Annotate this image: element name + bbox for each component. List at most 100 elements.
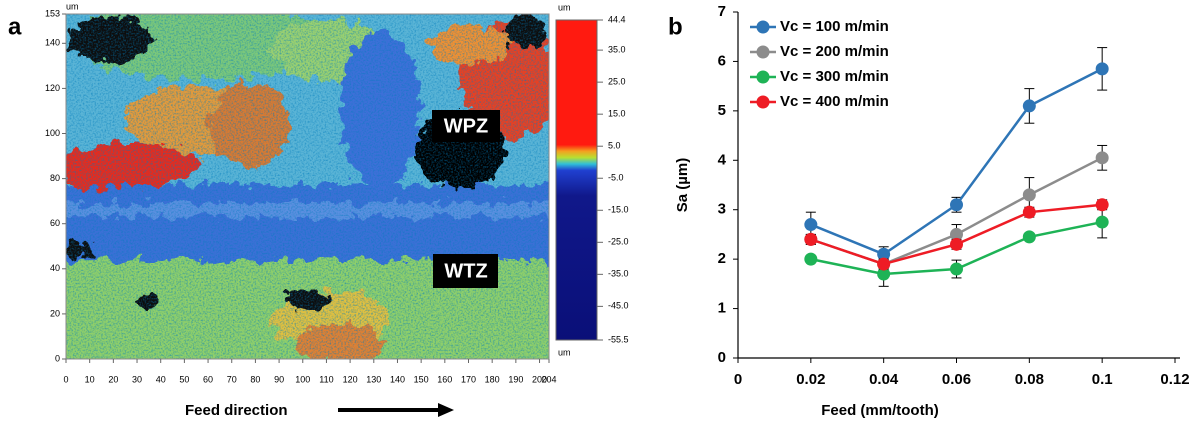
y-tick-label: 0 [718,349,726,366]
y-tick-label: 120 [45,83,60,93]
y-tick-label: 4 [718,151,727,168]
point [950,227,963,241]
y-tick-label: 100 [45,128,60,138]
point [1022,205,1036,219]
point [1022,188,1036,202]
y-tick-label: 153 [45,8,60,18]
point [950,198,963,212]
point [1095,215,1109,229]
x-tick-label: 0.1 [1092,371,1113,388]
x-tick-label: 100 [295,374,310,384]
y-tick-label: 1 [718,300,726,317]
point [877,247,891,261]
colorbar [555,19,598,341]
y-tick-label: 2 [718,250,726,267]
colorbar-tick-label: -55.5 [608,334,629,344]
point [804,232,818,246]
x-axis-title: Feed (mm/tooth) [821,402,939,419]
point [1022,230,1036,244]
x-axis-title: Feed direction [185,402,288,419]
annotation: WPZ [444,115,488,137]
x-tick-label: 150 [414,374,429,384]
x-tick-label: 0.06 [942,371,971,388]
x-tick-label: 0.02 [796,371,825,388]
colorbar-tick-label: 15.0 [608,109,626,119]
annotation-box [432,110,500,142]
x-tick-label: 0.04 [869,371,899,388]
y-tick-label: 0 [55,353,60,363]
legend-marker [756,20,770,34]
annotation-box [433,254,498,288]
point [877,257,891,271]
x-tick-label: 0.12 [1160,371,1189,388]
x-tick-label: 160 [437,374,452,384]
colorbar-tick-label: -15.0 [608,205,629,215]
y-axis-unit: um [66,1,79,11]
x-tick-label: 190 [508,374,523,384]
x-tick-label: 140 [390,374,405,384]
colorbar-tick-label: -5.0 [608,173,624,183]
panel-label: a [8,13,22,40]
x-tick-label: 50 [179,374,189,384]
legend-label: Vc = 100 m/min [780,18,889,35]
x-tick-label: 30 [132,374,142,384]
point [1095,62,1109,76]
legend-label: Vc = 400 m/min [780,93,889,110]
x-tick-label: 204 [541,374,556,384]
y-tick-label: 7 [718,3,726,20]
colorbar-tick-label: 5.0 [608,141,621,151]
x-tick-label: 10 [85,374,95,384]
colorbar-tick-label: 35.0 [608,44,626,54]
panel-label: b [668,13,683,40]
y-tick-label: 20 [50,308,60,318]
legend-label: Vc = 200 m/min [780,43,889,60]
x-tick-label: 170 [461,374,476,384]
arrow-head [438,403,454,417]
point [1095,151,1109,165]
legend-label: Vc = 300 m/min [780,68,889,85]
point [804,218,818,232]
x-tick-label: 40 [156,374,166,384]
x-tick-label: 180 [485,374,500,384]
y-tick-label: 60 [50,218,60,228]
x-tick-label: 0.08 [1015,371,1044,388]
point [950,237,963,251]
y-tick-label: 5 [718,102,726,119]
colorbar-tick-label: -45.0 [608,301,629,311]
x-tick-label: 120 [343,374,358,384]
colorbar-tick-label: -35.0 [608,269,629,279]
y-tick-label: 40 [50,263,60,273]
legend-marker [756,70,770,84]
point [1095,198,1109,212]
colorbar-tick-label: 44.4 [608,14,626,24]
point [804,252,818,266]
x-tick-label: 80 [250,374,260,384]
x-tick-label: 0 [734,371,742,388]
annotation: WTZ [444,260,487,282]
colorbar-tick-label: -25.0 [608,237,629,247]
y-tick-label: 3 [718,201,726,218]
x-tick-label: 20 [108,374,118,384]
x-tick-label: 200 [532,374,547,384]
legend-marker [756,95,770,109]
colorbar-unit: um [558,347,571,357]
point [950,262,963,276]
colorbar-tick-label: 25.0 [608,77,626,87]
x-tick-label: 0 [63,374,68,384]
y-tick-label: 140 [45,38,60,48]
y-tick-label: 6 [718,52,726,69]
x-tick-label: 70 [227,374,237,384]
y-tick-label: 80 [50,173,60,183]
colorbar-unit: um [558,2,571,12]
x-tick-label: 130 [366,374,381,384]
point [877,267,891,281]
x-tick-label: 110 [319,374,333,384]
y-axis-title: Sa (µm) [674,158,691,213]
x-tick-label: 60 [203,374,213,384]
map-frame [65,13,550,360]
x-tick-label: 90 [274,374,284,384]
point [1022,99,1036,113]
height-map [66,14,549,359]
legend-marker [756,45,770,59]
